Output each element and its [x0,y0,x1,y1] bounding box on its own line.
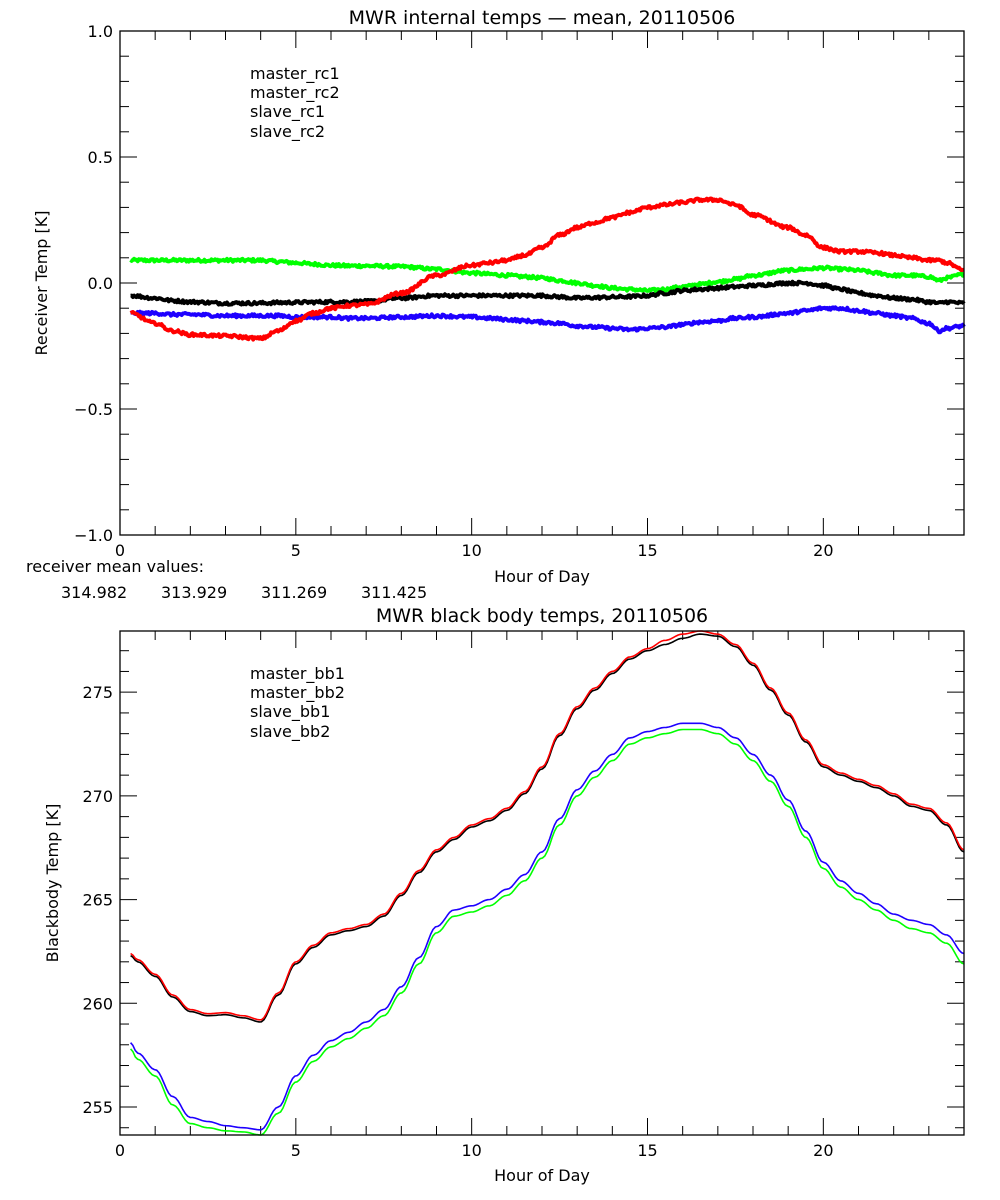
series-line-slave-rc1 [129,305,966,335]
series-line-master-bb2 [130,630,965,1021]
y-axis-label: Blackbody Temp [K] [43,804,62,963]
x-tick-label: 20 [813,1141,833,1160]
x-axis-label: Hour of Day [494,1166,590,1185]
series-lines [129,630,965,1136]
receiver-temp-chart: MWR internal temps — mean, 20110506 Hour… [32,7,966,586]
receiver-mean-value-2: 313.929 [161,583,227,602]
receiver-mean-value-1: 314.982 [61,583,127,602]
axis-ticks: 0 5 10 15 20 −1.0 −0.5 0.0 0.5 1.0 [74,22,965,560]
legend-item-slave-rc2: slave_rc2 [250,122,325,142]
receiver-mean-value-3: 311.269 [261,583,327,602]
receiver-mean-value-4: 311.425 [361,583,427,602]
series-lines [129,196,966,342]
legend-item-master-bb2: master_bb2 [250,683,345,703]
x-tick-label: 0 [115,541,125,560]
y-tick-label: 260 [82,994,113,1013]
plot-frame [119,30,965,536]
y-tick-label: 0.0 [88,274,113,293]
legend-item-master-bb1: master_bb1 [250,664,345,684]
chart-title: MWR black body temps, 20110506 [376,605,708,627]
axis-ticks: 0 5 10 15 20 255 260 265 270 275 [82,631,965,1160]
x-tick-label: 10 [461,541,481,560]
y-tick-label: −1.0 [74,526,113,545]
legend-item-slave-rc1: slave_rc1 [250,102,325,122]
series-line-master-rc2 [129,196,965,342]
x-tick-label: 15 [637,1141,657,1160]
chart-title: MWR internal temps — mean, 20110506 [349,7,736,29]
series-line-master-rc1 [129,279,966,307]
y-tick-label: −0.5 [74,400,113,419]
series-line-slave-rc2 [129,256,965,294]
legend-item-master-rc2: master_rc2 [250,83,340,103]
x-axis-label: Hour of Day [494,567,590,586]
legend-item-slave-bb1: slave_bb1 [250,702,330,722]
y-tick-label: 275 [82,683,113,702]
series-line-slave-bb2 [129,728,965,1136]
legend: master_rc1 master_rc2 slave_rc1 slave_rc… [250,64,340,142]
y-tick-label: 1.0 [88,22,113,41]
plot-frame [119,630,965,1136]
y-tick-label: 0.5 [88,148,113,167]
legend-item-master-rc1: master_rc1 [250,64,340,84]
legend: master_bb1 master_bb2 slave_bb1 slave_bb… [250,664,345,742]
series-line-slave-bb1 [129,722,965,1131]
x-tick-label: 0 [115,1141,125,1160]
receiver-mean-label: receiver mean values: [26,557,204,576]
x-tick-label: 5 [291,541,301,560]
y-tick-label: 255 [82,1098,113,1117]
x-tick-label: 10 [461,1141,481,1160]
y-axis-label: Receiver Temp [K] [32,210,51,355]
receiver-mean-annotation: receiver mean values: 314.982 313.929 31… [26,557,427,602]
y-tick-label: 265 [82,891,113,910]
x-tick-label: 20 [813,541,833,560]
y-tick-label: 270 [82,787,113,806]
x-tick-label: 5 [291,1141,301,1160]
blackbody-temp-chart: MWR black body temps, 20110506 Hour of D… [43,605,965,1185]
legend-item-slave-bb2: slave_bb2 [250,722,330,742]
x-tick-label: 15 [637,541,657,560]
